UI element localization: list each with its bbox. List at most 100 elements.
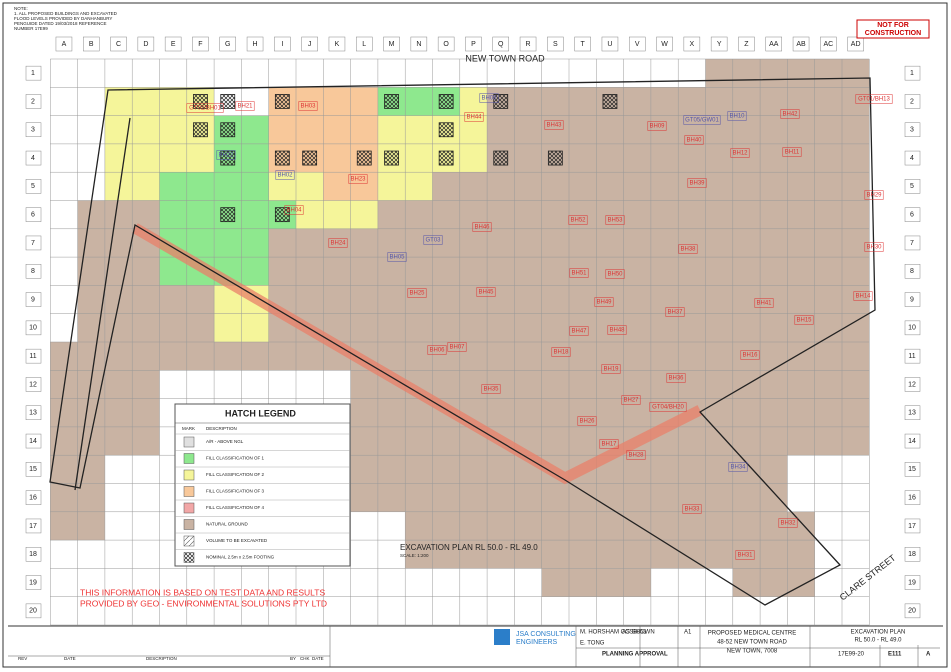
column-label: H [253, 41, 258, 48]
footing [274, 94, 290, 109]
borehole-box [853, 291, 873, 301]
row-box [904, 462, 921, 477]
borehole: BH22 [218, 153, 234, 159]
borehole: BH23 [350, 177, 366, 183]
column-label: O [443, 41, 449, 48]
borehole-box [387, 252, 407, 262]
borehole-box [427, 345, 447, 355]
row-label: 9 [910, 296, 914, 303]
borehole: BH53 [607, 218, 623, 224]
column-label: E [171, 41, 176, 48]
footing [384, 94, 399, 109]
borehole: BH35 [483, 387, 499, 393]
borehole-box [678, 244, 698, 254]
borehole-box [568, 215, 588, 225]
borehole-box [447, 342, 467, 352]
row-label: 6 [910, 211, 914, 218]
note: 1. ALL PROPOSED BUILDINGS AND EXCAVATED [14, 11, 118, 16]
row-box [25, 603, 42, 619]
column-box [683, 36, 701, 52]
legend-swatch [183, 486, 195, 497]
title-field: 17E99-20 [838, 652, 865, 658]
column-label: D [143, 41, 148, 48]
borehole: BH44 [466, 115, 482, 121]
borehole: BH12 [732, 151, 748, 157]
row-label: 15 [908, 466, 916, 473]
borehole-box [735, 550, 755, 560]
column-box [410, 36, 428, 52]
borehole: BH50 [607, 272, 623, 278]
column-label: J [308, 41, 312, 48]
column-label: P [471, 41, 476, 48]
borehole: BH43 [546, 123, 562, 129]
borehole: BH05 [389, 255, 405, 261]
zone [787, 370, 870, 456]
footing [438, 94, 454, 109]
disclaimer: THIS INFORMATION IS BASED ON TEST DATA A… [80, 587, 325, 597]
row-label: 6 [31, 211, 35, 218]
borehole: BH24 [330, 241, 346, 247]
row-label: 1 [910, 70, 914, 77]
footing [302, 150, 318, 166]
legend-swatch [183, 535, 195, 547]
row-box [25, 179, 42, 194]
column-box [492, 36, 509, 52]
borehole-box [730, 148, 750, 158]
row-box [904, 377, 921, 392]
disclaimer: PROVIDED BY GEO - ENVIRONMENTAL SOLUTION… [80, 598, 327, 608]
column-box [246, 36, 264, 52]
borehole-box [407, 288, 427, 298]
column-label: B [89, 41, 94, 48]
row-label: 11 [908, 353, 915, 360]
row-label: 17 [908, 523, 916, 530]
rev-header: DATE [64, 656, 76, 661]
borehole-box [727, 111, 747, 121]
row-box [904, 490, 921, 505]
row-label: 11 [29, 353, 36, 360]
legend-swatch [183, 453, 195, 464]
borehole-box [778, 518, 798, 528]
borehole-box [687, 178, 707, 188]
borehole: GT04/BH20 [652, 405, 684, 411]
rev-header: DATE [312, 656, 324, 661]
borehole-box [298, 101, 318, 111]
column-label: K [335, 41, 340, 48]
row-box [25, 433, 42, 449]
legend-box [174, 403, 351, 567]
column-box [820, 36, 837, 52]
borehole-box [601, 364, 621, 374]
legend-swatch [183, 519, 195, 530]
row-box [904, 65, 921, 81]
borehole-box [607, 325, 627, 335]
row-box [25, 94, 42, 109]
legend-item: VOLUME TO BE EXCAVATED [206, 538, 268, 543]
column-label: W [661, 41, 668, 48]
column-label: S [553, 41, 558, 48]
borehole-box [665, 307, 685, 317]
row-label: 4 [31, 155, 35, 162]
column-label: X [690, 41, 695, 48]
borehole: GT03 [425, 238, 441, 244]
borehole-box [594, 297, 614, 307]
project: NEW TOWN, 7008 [727, 649, 778, 655]
title-field: E. TONG [580, 641, 605, 647]
row-box [904, 235, 921, 251]
column-label: T [581, 41, 586, 48]
column-label: I [281, 41, 283, 48]
boundary [74, 117, 131, 491]
road-label: NEW TOWN ROAD [465, 53, 545, 63]
borehole: BH46 [474, 225, 490, 231]
legend-swatch [183, 436, 195, 448]
road-label: CLARE STREET [838, 552, 898, 602]
row-label: 19 [908, 579, 916, 586]
row-label: 4 [910, 155, 914, 162]
borehole-box [864, 242, 884, 252]
row-box [25, 518, 42, 534]
row-label: 3 [31, 127, 35, 134]
borehole: BH04 [286, 208, 302, 214]
column-label: Z [744, 41, 749, 48]
plan-title: EXCAVATION PLAN RL 50.0 - RL 49.0 [400, 543, 538, 552]
row-label: 18 [29, 551, 37, 558]
column-box [83, 36, 100, 52]
column-label: A [62, 41, 67, 48]
